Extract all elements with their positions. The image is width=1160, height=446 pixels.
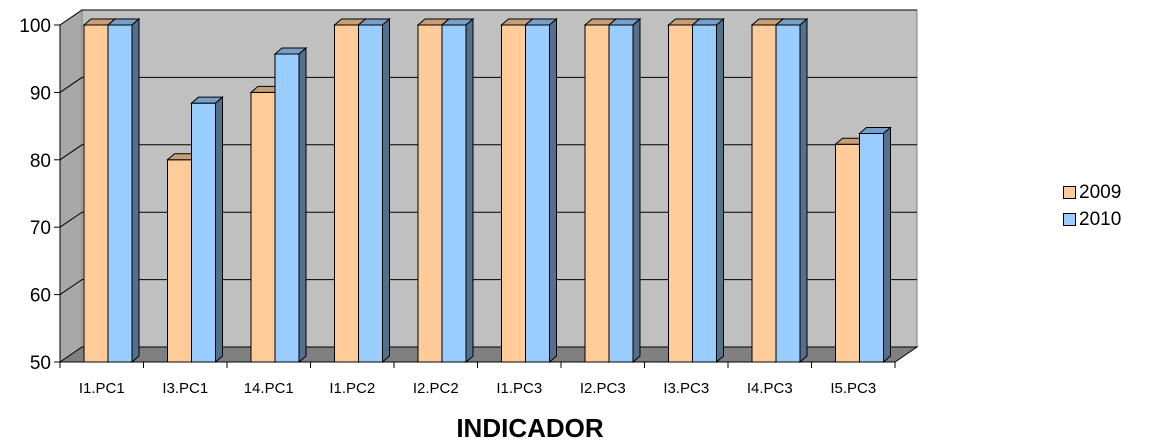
bar-front	[835, 143, 860, 363]
x-tick-label: I5.PC3	[830, 380, 876, 397]
bar-side	[799, 17, 808, 364]
side-wall	[59, 9, 83, 363]
bar-front	[274, 53, 300, 363]
x-tick-label: I4.PC3	[747, 380, 793, 397]
x-tick-label: I2.PC3	[580, 380, 626, 397]
bar-side	[382, 17, 390, 364]
y-tick-label: 70	[30, 218, 51, 239]
bar-side	[298, 46, 307, 364]
bar-front	[692, 24, 717, 363]
legend-item-2009: 2009	[1063, 179, 1121, 206]
legend-label-2009: 2009	[1079, 182, 1122, 203]
x-axis-title: INDICADOR	[456, 413, 604, 443]
bar-front	[668, 24, 693, 363]
bar-side	[632, 17, 641, 364]
bars	[82, 17, 892, 364]
bar-front	[83, 24, 109, 363]
x-tick-label: I1.PC1	[79, 380, 125, 397]
bar-front	[775, 24, 801, 363]
legend: 2009 2010	[1063, 179, 1121, 233]
x-tick-labels: I1.PC1 I3.PC1 14.PC1 I1.PC2 I2.PC2 I1.PC3 I2.P…	[79, 380, 876, 397]
bar-side	[549, 17, 557, 364]
bar-front	[250, 91, 276, 363]
bar-2010-I3.PC1	[190, 96, 224, 364]
bar-side	[215, 96, 223, 364]
bar-front	[859, 133, 884, 363]
legend-swatch-2009	[1063, 186, 1076, 199]
bar-side	[465, 17, 474, 364]
bar-front	[584, 24, 610, 363]
bar-2010-I1.PC2	[357, 17, 391, 364]
legend-label-2010: 2010	[1079, 209, 1122, 230]
bar-2010-I4.PC3	[774, 17, 809, 364]
x-tick-label: I2.PC2	[413, 380, 459, 397]
y-tick-label: 90	[30, 83, 51, 104]
legend-item-2010: 2010	[1063, 206, 1121, 233]
bar-2010-I5.PC3	[858, 126, 892, 364]
bar-front	[417, 24, 443, 363]
x-tick-label: 14.PC1	[244, 380, 294, 397]
y-tick-labels: 50 60 70 80 90 100	[19, 16, 51, 374]
y-tick-label: 60	[30, 286, 51, 307]
x-tick-label: I1.PC2	[329, 380, 375, 397]
bar-2010-I3.PC3	[691, 17, 725, 364]
bar-2010-14.PC1	[273, 46, 308, 364]
legend-swatch-2010	[1063, 213, 1076, 226]
bar-2010-I2.PC3	[607, 17, 642, 364]
bar-side	[716, 17, 724, 364]
bar-side	[131, 17, 140, 364]
bar-front	[107, 24, 133, 363]
x-tick-label: I1.PC3	[496, 380, 542, 397]
bar-side	[883, 126, 891, 364]
bar-front	[501, 24, 526, 363]
bar-front	[751, 24, 777, 363]
bar-front	[334, 24, 359, 363]
bar-2010-I1.PC3	[524, 17, 558, 364]
bar-front	[191, 102, 216, 363]
y-tick-label: 100	[19, 16, 51, 37]
bar-front	[167, 159, 192, 363]
gridline	[59, 9, 917, 26]
x-tick-label: I3.PC3	[663, 380, 709, 397]
bar-front	[441, 24, 467, 363]
y-tick-label: 80	[30, 151, 51, 172]
bar-2010-I1.PC1	[106, 17, 141, 364]
bar-front	[525, 24, 550, 363]
bar-front	[608, 24, 634, 363]
y-tick-label: 50	[30, 353, 51, 374]
bar-2010-I2.PC2	[440, 17, 475, 364]
bar-front	[358, 24, 383, 363]
x-tick-label: I3.PC1	[162, 380, 208, 397]
